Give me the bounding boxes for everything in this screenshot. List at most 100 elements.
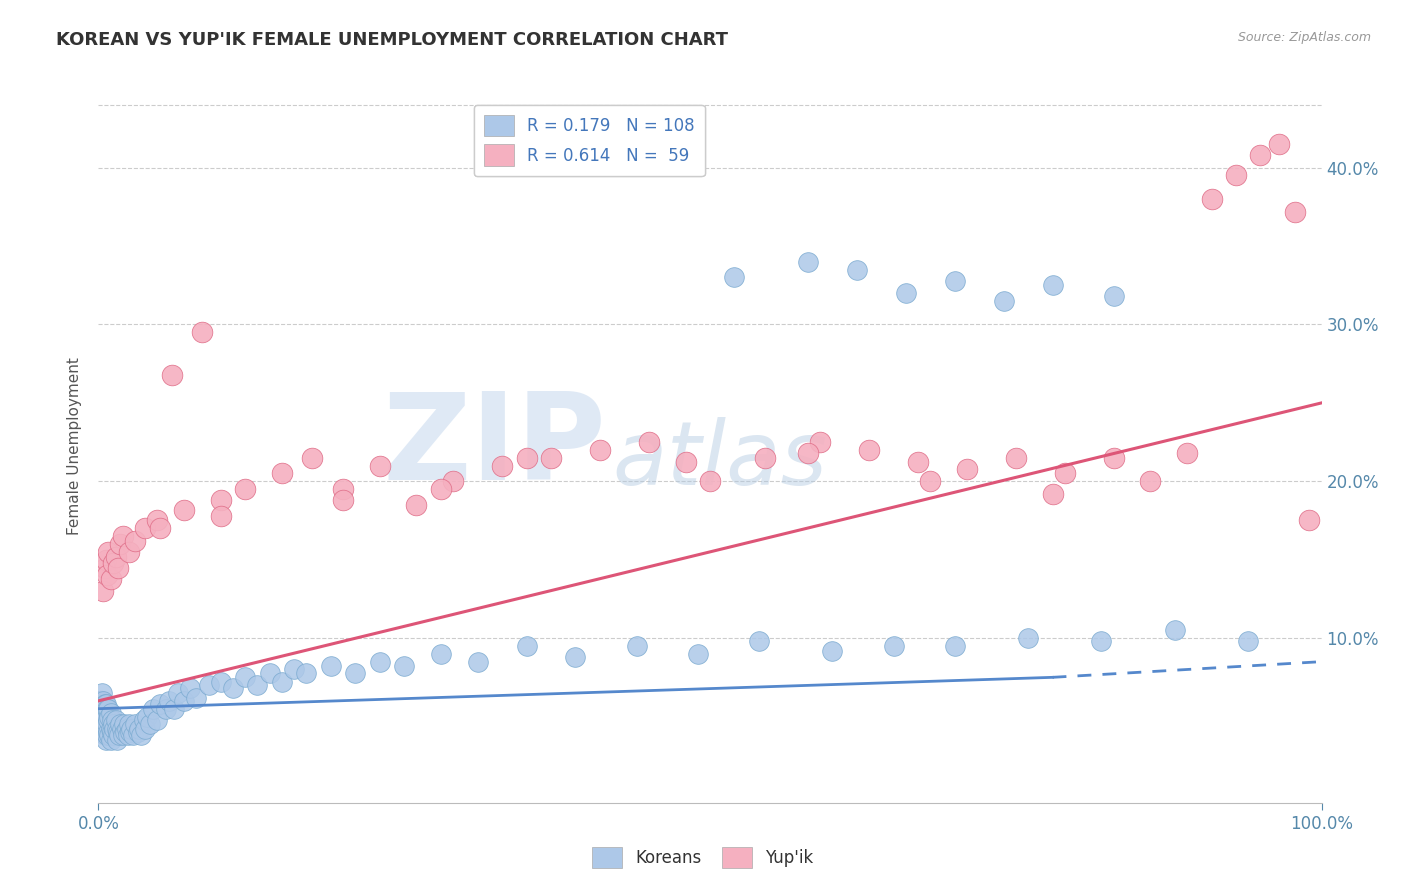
Point	[97, 725, 120, 739]
Point	[91, 713, 114, 727]
Point	[191, 326, 214, 340]
Point	[1201, 192, 1223, 206]
Point	[686, 647, 709, 661]
Point	[797, 254, 820, 268]
Point	[111, 722, 134, 736]
Point	[332, 493, 354, 508]
Point	[117, 728, 139, 742]
Point	[104, 713, 127, 727]
Point	[821, 643, 844, 657]
Point	[93, 560, 115, 574]
Point	[515, 639, 537, 653]
Point	[94, 722, 117, 736]
Point	[97, 702, 120, 716]
Point	[94, 552, 117, 566]
Point	[103, 722, 125, 736]
Point	[127, 725, 149, 739]
Point	[179, 681, 201, 696]
Point	[319, 659, 342, 673]
Point	[515, 450, 537, 465]
Point	[89, 694, 111, 708]
Point	[675, 455, 697, 469]
Point	[96, 702, 118, 716]
Point	[797, 446, 820, 460]
Point	[1090, 634, 1112, 648]
Point	[163, 702, 186, 716]
Point	[91, 702, 114, 716]
Point	[160, 368, 183, 382]
Point	[100, 572, 122, 586]
Point	[107, 560, 129, 574]
Point	[93, 706, 115, 721]
Text: atlas: atlas	[612, 417, 827, 503]
Point	[93, 728, 115, 742]
Point	[748, 634, 770, 648]
Point	[467, 655, 489, 669]
Text: KOREAN VS YUP'IK FEMALE UNEMPLOYMENT CORRELATION CHART: KOREAN VS YUP'IK FEMALE UNEMPLOYMENT COR…	[56, 31, 728, 49]
Point	[233, 670, 256, 684]
Point	[368, 458, 391, 473]
Point	[91, 694, 114, 708]
Point	[1164, 624, 1187, 638]
Point	[295, 665, 318, 680]
Point	[114, 725, 136, 739]
Point	[101, 725, 124, 739]
Point	[344, 665, 367, 680]
Point	[98, 728, 121, 742]
Point	[91, 702, 114, 716]
Point	[94, 697, 117, 711]
Point	[259, 665, 281, 680]
Point	[139, 717, 162, 731]
Point	[1042, 487, 1064, 501]
Point	[894, 286, 917, 301]
Point	[1004, 450, 1026, 465]
Point	[430, 482, 453, 496]
Point	[883, 639, 905, 653]
Point	[124, 717, 146, 731]
Point	[564, 649, 586, 664]
Point	[1053, 467, 1076, 481]
Point	[157, 694, 180, 708]
Point	[100, 706, 122, 721]
Point	[101, 713, 124, 727]
Point	[90, 694, 112, 708]
Point	[121, 728, 143, 742]
Point	[146, 514, 169, 528]
Point	[270, 467, 294, 481]
Point	[93, 697, 115, 711]
Point	[1249, 148, 1271, 162]
Point	[1175, 446, 1198, 460]
Point	[723, 270, 745, 285]
Point	[89, 709, 111, 723]
Point	[173, 502, 195, 516]
Point	[100, 722, 122, 736]
Point	[97, 713, 120, 727]
Point	[91, 584, 114, 599]
Point	[808, 435, 831, 450]
Legend: R = 0.179   N = 108, R = 0.614   N =  59: R = 0.179 N = 108, R = 0.614 N = 59	[474, 104, 704, 176]
Point	[1268, 137, 1291, 152]
Point	[430, 647, 453, 661]
Legend: Koreans, Yup'ik: Koreans, Yup'ik	[586, 840, 820, 875]
Point	[96, 568, 118, 582]
Point	[149, 521, 172, 535]
Point	[120, 725, 142, 739]
Point	[589, 442, 612, 457]
Point	[108, 728, 131, 742]
Point	[233, 482, 256, 496]
Point	[1139, 475, 1161, 489]
Point	[100, 733, 122, 747]
Point	[209, 508, 232, 523]
Point	[101, 717, 124, 731]
Point	[626, 639, 648, 653]
Point	[105, 733, 128, 747]
Point	[146, 713, 169, 727]
Point	[118, 545, 141, 559]
Point	[111, 728, 134, 742]
Point	[638, 435, 661, 450]
Point	[142, 702, 165, 716]
Point	[129, 728, 152, 742]
Point	[112, 717, 135, 731]
Text: Source: ZipAtlas.com: Source: ZipAtlas.com	[1237, 31, 1371, 45]
Point	[134, 521, 156, 535]
